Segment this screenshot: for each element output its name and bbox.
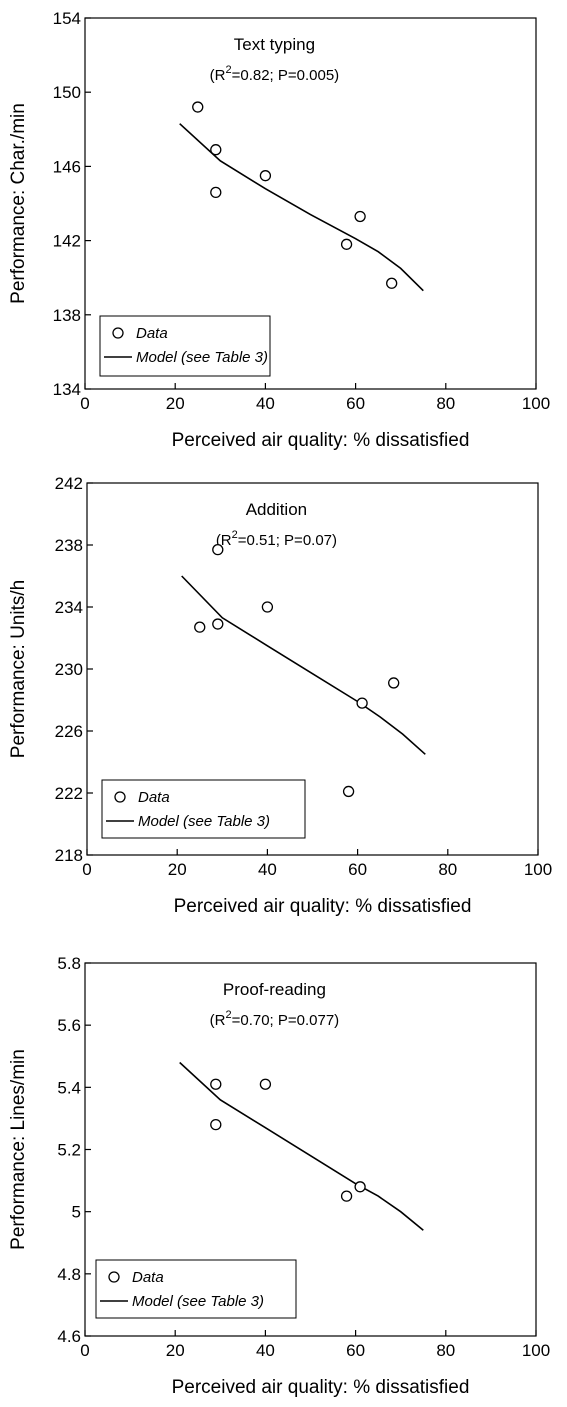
x-tick-label: 20: [168, 860, 187, 879]
legend: Data Model (see Table 3): [95, 1259, 297, 1319]
y-tick-label: 230: [55, 660, 83, 679]
legend-data-label: Data: [132, 1269, 164, 1286]
chart-panel-3: 0 20 40 60 80 100 4.6 4.8 5 5.2 5.4 5.6 5.8 Perceived…: [8, 954, 550, 1398]
y-tick-label: 242: [55, 474, 83, 493]
data-point: [194, 621, 206, 633]
data-point: [210, 144, 222, 156]
y-tick-label: 5.2: [57, 1141, 81, 1160]
y-tick-label: 146: [53, 157, 81, 176]
y-tick-label: 234: [55, 598, 83, 617]
x-tick-label: 100: [522, 394, 550, 413]
x-tick-label: 0: [82, 860, 91, 879]
chart-title: Text typing: [234, 35, 315, 54]
legend-data-label: Data: [138, 789, 170, 806]
x-tick-label: 80: [436, 394, 455, 413]
chart-stats: (R2=0.82; P=0.005): [210, 64, 340, 84]
data-point: [354, 1181, 366, 1193]
legend-model-label: Model (see Table 3): [136, 349, 268, 366]
x-axis-label: Perceived air quality: % dissatisfied: [172, 430, 470, 451]
y-tick-label: 134: [53, 380, 81, 399]
data-point: [192, 101, 204, 113]
y-tick-label: 5.8: [57, 954, 81, 973]
legend-model-label: Model (see Table 3): [138, 813, 270, 830]
y-tick-label: 222: [55, 784, 83, 803]
x-axis-label: Perceived air quality: % dissatisfied: [174, 896, 472, 917]
legend-data-marker: [114, 791, 126, 803]
x-tick-label: 80: [436, 1341, 455, 1360]
data-point: [388, 677, 400, 689]
x-tick-label: 60: [346, 394, 365, 413]
y-tick-label: 142: [53, 232, 81, 251]
y-tick-label: 5.6: [57, 1016, 81, 1035]
x-axis-label: Perceived air quality: % dissatisfied: [172, 1377, 470, 1398]
chart-stats: (R2=0.70; P=0.077): [210, 1009, 340, 1029]
legend-box: [99, 315, 271, 377]
y-tick-label: 5: [72, 1203, 81, 1222]
y-tick-label: 154: [53, 9, 81, 28]
x-tick-label: 20: [166, 1341, 185, 1360]
legend-model-label: Model (see Table 3): [132, 1293, 264, 1310]
data-point: [212, 544, 224, 556]
data-point: [386, 277, 398, 289]
chart-title: Addition: [246, 500, 307, 519]
chart-panel-1: 0 20 40 60 80 100 134 138 142 146 150 154 Perceived …: [8, 9, 550, 451]
legend: Data Model (see Table 3): [101, 779, 306, 839]
model-line: [181, 575, 426, 755]
data-point: [210, 1078, 222, 1090]
data-point: [340, 238, 353, 250]
x-tick-label: 60: [348, 860, 367, 879]
data-point: [342, 785, 355, 798]
y-tick-label: 238: [55, 536, 83, 555]
x-tick-label: 40: [258, 860, 277, 879]
x-tick-label: 20: [166, 394, 185, 413]
x-tick-label: 40: [256, 394, 275, 413]
model-line: [179, 123, 424, 292]
legend: Data Model (see Table 3): [99, 315, 271, 377]
plot-frame: [84, 17, 537, 390]
y-axis-label: Performance: Lines/min: [8, 1049, 29, 1250]
x-tick-label: 100: [524, 860, 552, 879]
data-point: [212, 618, 224, 630]
y-axis-label: Performance: Char./min: [8, 103, 29, 304]
chart-stats: (R2=0.51; P=0.07): [216, 529, 337, 549]
legend-data-marker: [108, 1271, 120, 1283]
data-point: [356, 697, 368, 709]
y-tick-label: 226: [55, 722, 83, 741]
data-point: [210, 1118, 222, 1131]
data-point: [259, 170, 272, 182]
x-tick-label: 40: [256, 1341, 275, 1360]
y-tick-label: 4.8: [57, 1265, 81, 1284]
chart-title: Proof-reading: [223, 980, 326, 999]
data-point: [210, 186, 222, 199]
y-tick-label: 150: [53, 83, 81, 102]
x-tick-label: 0: [80, 1341, 89, 1360]
x-tick-label: 80: [438, 860, 457, 879]
data-point: [340, 1190, 353, 1202]
legend-box: [101, 779, 306, 839]
legend-data-marker: [112, 327, 124, 339]
y-axis-label: Performance: Units/h: [8, 580, 29, 758]
legend-data-label: Data: [136, 325, 168, 342]
y-tick-label: 4.6: [57, 1327, 81, 1346]
x-tick-label: 100: [522, 1341, 550, 1360]
data-point: [261, 601, 274, 613]
y-tick-label: 138: [53, 306, 81, 325]
data-point: [259, 1078, 272, 1090]
x-tick-label: 0: [80, 394, 89, 413]
data-point: [354, 210, 366, 223]
model-line: [179, 1061, 424, 1231]
legend-box: [95, 1259, 297, 1319]
y-tick-label: 218: [55, 846, 83, 865]
x-tick-label: 60: [346, 1341, 365, 1360]
y-tick-label: 5.4: [57, 1078, 81, 1097]
chart-panel-2: 0 20 40 60 80 100 218 222 226 230 234 238 242 Perceiv…: [8, 474, 552, 917]
